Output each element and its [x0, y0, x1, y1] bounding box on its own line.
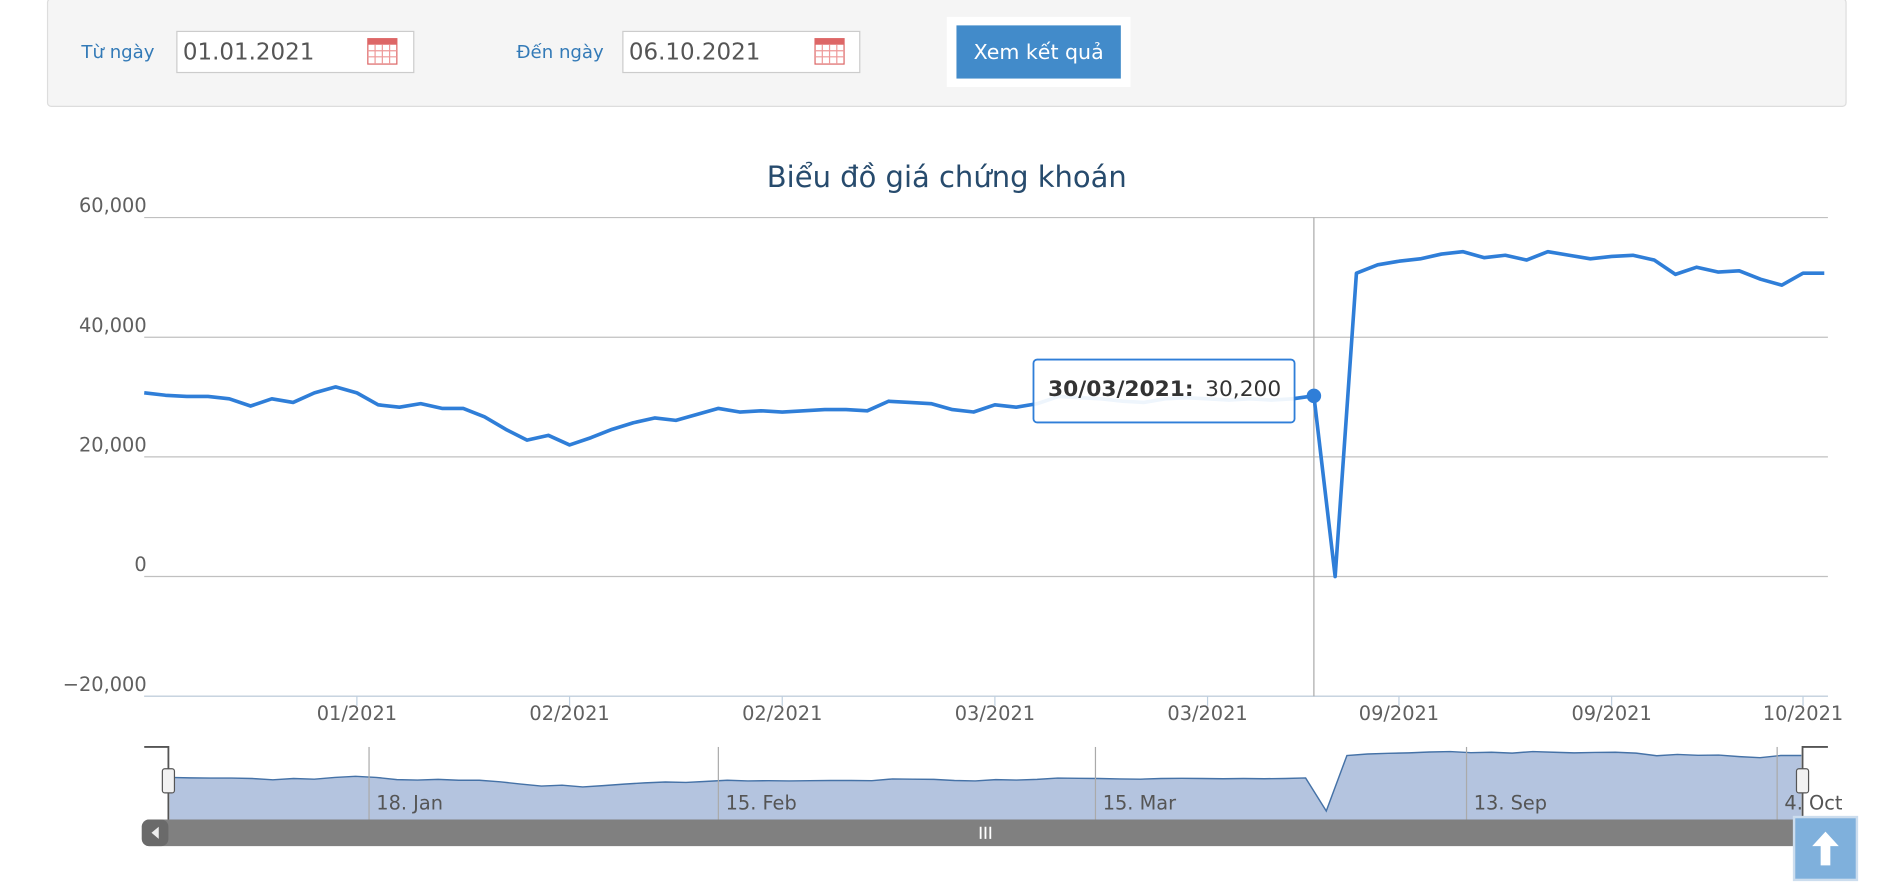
scrollbar-grip — [979, 826, 992, 839]
navigator-label: 4. Oct — [1784, 791, 1842, 814]
from-value[interactable]: 01.01.2021 — [183, 40, 314, 66]
x-tick-label: 02/2021 — [529, 702, 609, 725]
y-tick-label: 0 — [134, 553, 146, 576]
navigator-label: 15. Mar — [1103, 791, 1176, 814]
submit-label[interactable]: Xem kết quả — [974, 40, 1104, 64]
to-label: Đến ngày — [517, 42, 605, 63]
price-line — [144, 249, 1825, 579]
navigator-label: 15. Feb — [726, 791, 797, 814]
y-tick-label: −20,000 — [63, 673, 147, 696]
from-label: Từ ngày — [80, 42, 154, 63]
navigator-outline — [144, 746, 1828, 820]
x-tick-label: 03/2021 — [955, 702, 1035, 725]
x-tick-label: 02/2021 — [742, 702, 822, 725]
y-tick-label: 40,000 — [79, 314, 147, 337]
navigator-area — [169, 751, 1802, 820]
to-value[interactable]: 06.10.2021 — [629, 40, 760, 66]
x-tick-label: 09/2021 — [1359, 702, 1439, 725]
navigator-handle[interactable] — [1795, 768, 1810, 794]
scrollbar-arrow — [151, 826, 159, 839]
x-tick-label: 03/2021 — [1167, 702, 1247, 725]
x-tick-label: 10/2021 — [1763, 702, 1843, 725]
tooltip-date: 30/03/2021: — [1048, 377, 1194, 402]
tooltip-value: 30,200 — [1205, 377, 1281, 402]
navigator-label: 18. Jan — [376, 791, 443, 814]
navigator-label: 13. Sep — [1474, 791, 1547, 814]
hover-point — [1306, 388, 1322, 404]
submit-button[interactable] — [956, 25, 1121, 79]
y-tick-label: 20,000 — [79, 434, 147, 457]
y-tick-label: 60,000 — [79, 194, 147, 217]
navigator-line — [169, 750, 1802, 813]
x-tick-label: 01/2021 — [317, 702, 397, 725]
navigator-handle[interactable] — [161, 768, 176, 794]
calendar-icon[interactable] — [814, 38, 845, 65]
chart-title: Biểu đồ giá chứng khoán — [767, 160, 1127, 194]
x-tick-label: 09/2021 — [1571, 702, 1651, 725]
tooltip-box — [1032, 358, 1296, 424]
calendar-icon[interactable] — [367, 38, 398, 65]
scroll-top-arrow — [1812, 831, 1839, 866]
